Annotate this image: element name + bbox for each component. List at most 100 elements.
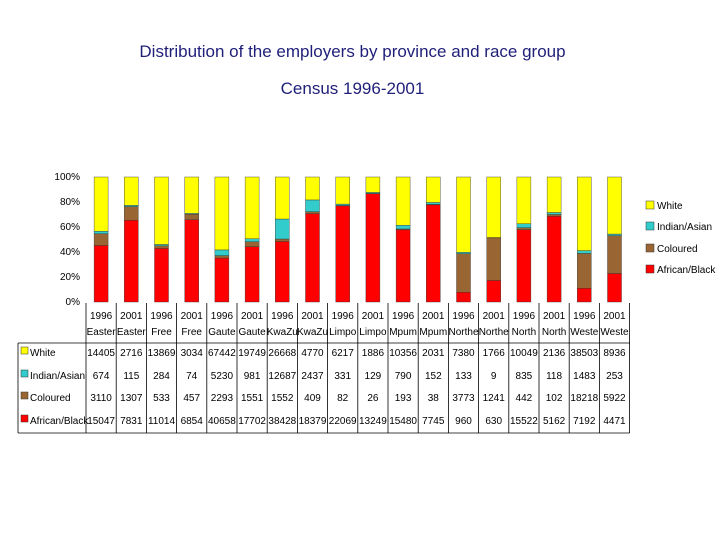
table-cell: 26 bbox=[367, 393, 379, 404]
table-cell: 118 bbox=[546, 371, 562, 382]
table-cell: 3034 bbox=[181, 348, 204, 359]
bar-segment bbox=[214, 249, 230, 256]
bar-segment bbox=[426, 176, 441, 203]
x-tick-label: Gaute bbox=[238, 327, 266, 338]
bar-segment bbox=[516, 223, 532, 228]
table-legend-key bbox=[20, 369, 29, 378]
x-tick-label: Limpo bbox=[329, 327, 357, 338]
bar-segment bbox=[154, 176, 169, 245]
legend-swatch bbox=[645, 200, 655, 210]
table-cell: 1483 bbox=[573, 371, 596, 382]
table-cell: 11014 bbox=[148, 416, 176, 427]
table-cell: 115 bbox=[123, 371, 139, 382]
x-tick-label: 1996 bbox=[452, 311, 475, 322]
table-cell: 102 bbox=[546, 393, 563, 404]
table-cell: 7745 bbox=[422, 416, 445, 427]
table-legend-key bbox=[20, 414, 29, 423]
chart-title: Distribution of the employers by provinc… bbox=[139, 42, 566, 61]
bar-segment bbox=[365, 193, 381, 303]
bar-segment bbox=[244, 246, 260, 303]
bar-segment bbox=[365, 176, 381, 193]
bar-segment bbox=[124, 206, 139, 221]
table-cell: 457 bbox=[183, 393, 200, 404]
bar-segment bbox=[486, 237, 501, 281]
bar-segment bbox=[456, 292, 471, 303]
x-tick-label: KwaZu bbox=[267, 327, 298, 338]
y-tick-label: 20% bbox=[60, 272, 80, 283]
y-tick-label: 100% bbox=[54, 172, 80, 183]
bar-segment bbox=[305, 199, 320, 212]
x-tick-label: 1996 bbox=[271, 311, 294, 322]
legend-label: African/Black bbox=[657, 265, 716, 276]
x-tick-label: 1996 bbox=[211, 311, 234, 322]
table-cell: 2716 bbox=[120, 348, 143, 359]
table-cell: 15047 bbox=[87, 416, 115, 427]
bar-segment bbox=[93, 245, 109, 303]
table-cell: 1551 bbox=[241, 393, 264, 404]
bar-segment bbox=[184, 176, 199, 214]
x-tick-label: Mpum bbox=[389, 327, 417, 338]
bar-segment bbox=[516, 227, 532, 230]
table-row-label: Coloured bbox=[30, 393, 71, 404]
table-cell: 10049 bbox=[510, 348, 538, 359]
x-tick-label: 1996 bbox=[513, 311, 536, 322]
table-cell: 3773 bbox=[452, 393, 475, 404]
table-cell: 7380 bbox=[452, 348, 475, 359]
bar-segment bbox=[124, 220, 139, 303]
table-cell: 4770 bbox=[301, 348, 324, 359]
table-cell: 5922 bbox=[603, 393, 626, 404]
table-cell: 10356 bbox=[389, 348, 417, 359]
table-cell: 6217 bbox=[332, 348, 355, 359]
legend-swatch bbox=[645, 243, 655, 253]
table-cell: 22069 bbox=[329, 416, 357, 427]
table-cell: 40658 bbox=[208, 416, 236, 427]
x-tick-label: 1996 bbox=[90, 311, 113, 322]
table-cell: 82 bbox=[337, 393, 349, 404]
table-cell: 193 bbox=[395, 393, 412, 404]
x-tick-label: 1996 bbox=[150, 311, 173, 322]
x-tick-label: 2001 bbox=[120, 311, 143, 322]
x-tick-label: 2001 bbox=[241, 311, 264, 322]
table-cell: 674 bbox=[93, 371, 110, 382]
x-tick-label: Northe bbox=[479, 327, 509, 338]
table-cell: 1552 bbox=[271, 393, 294, 404]
table-cell: 1886 bbox=[362, 348, 385, 359]
bar-segment bbox=[426, 202, 441, 205]
x-tick-label: 2001 bbox=[483, 311, 506, 322]
table-cell: 74 bbox=[186, 371, 198, 382]
bar-segment bbox=[577, 176, 592, 251]
bar-segment bbox=[275, 241, 290, 303]
table-cell: 9 bbox=[491, 371, 497, 382]
bar-segment bbox=[214, 176, 230, 251]
table-cell: 18379 bbox=[299, 416, 327, 427]
legend-label: Coloured bbox=[657, 244, 698, 255]
table-cell: 790 bbox=[395, 371, 412, 382]
legend-swatch bbox=[645, 221, 655, 231]
table-cell: 26668 bbox=[268, 348, 296, 359]
legend-label: Indian/Asian bbox=[657, 222, 712, 233]
table-cell: 1307 bbox=[120, 393, 143, 404]
bar-segment bbox=[607, 235, 622, 274]
bar-segment bbox=[305, 213, 320, 303]
bar-segment bbox=[577, 288, 592, 303]
bar-segment bbox=[335, 176, 350, 205]
bar-segment bbox=[395, 229, 411, 303]
bar-segment bbox=[577, 253, 592, 289]
bar-segment bbox=[486, 176, 501, 238]
bar-segment bbox=[456, 252, 471, 254]
table-legend-key bbox=[20, 346, 29, 355]
x-tick-label: North bbox=[512, 327, 536, 338]
bar-segment bbox=[275, 176, 290, 220]
table-legend-key bbox=[20, 391, 29, 400]
table-row-label: Indian/Asian bbox=[30, 371, 85, 382]
y-tick-label: 60% bbox=[60, 222, 80, 233]
bar-segment bbox=[184, 214, 199, 220]
table-cell: 981 bbox=[244, 371, 261, 382]
x-tick-label: 1996 bbox=[392, 311, 415, 322]
table-cell: 284 bbox=[153, 371, 170, 382]
x-tick-label: 2001 bbox=[603, 311, 626, 322]
table-cell: 442 bbox=[516, 393, 533, 404]
x-tick-label: 1996 bbox=[332, 311, 355, 322]
bar-segment bbox=[184, 219, 199, 303]
